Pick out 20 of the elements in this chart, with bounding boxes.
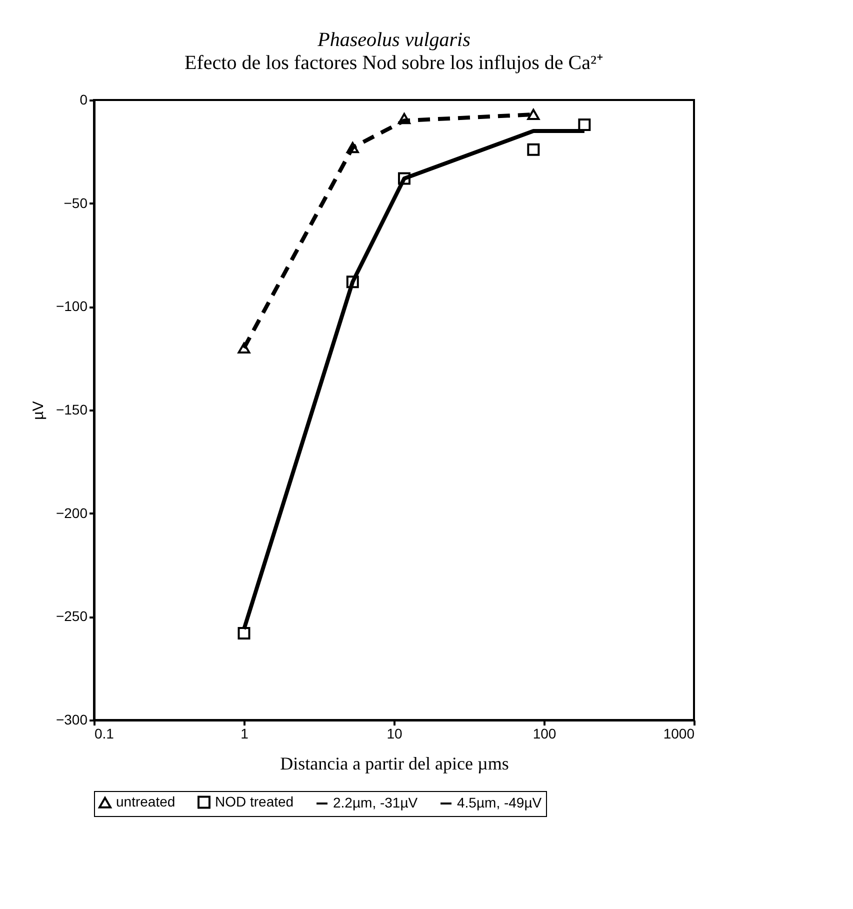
y-tick-label: 0	[80, 92, 88, 108]
legend-label: 2.2µm, -31µV	[333, 794, 418, 810]
y-tick-label: −150	[56, 402, 88, 418]
y-axis-title: µV	[30, 401, 47, 420]
y-tick-label: −50	[64, 194, 88, 211]
x-tick-label: 100	[532, 726, 556, 742]
y-tick-label: −250	[56, 608, 88, 624]
x-tick-label: 1	[240, 726, 249, 742]
y-tick-label: −300	[56, 712, 88, 728]
x-tick-label: 0.1	[94, 726, 114, 742]
legend-label: NOD treated	[215, 793, 294, 810]
chart-subtitle: Efecto de los factores Nod sobre los influjos de Ca²⁺	[184, 52, 604, 74]
x-tick-label: 1000	[663, 726, 695, 742]
legend-label: untreated	[116, 794, 176, 810]
x-axis-title: Distancia a partir del apice µms	[280, 754, 509, 774]
chart-title: Phaseolus vulgaris	[316, 29, 471, 51]
y-tick-label: −100	[56, 298, 88, 314]
y-tick-label: −200	[56, 504, 88, 521]
legend-label: 4.5µm, -49µV	[457, 794, 542, 810]
x-tick-label: 10	[386, 726, 402, 742]
